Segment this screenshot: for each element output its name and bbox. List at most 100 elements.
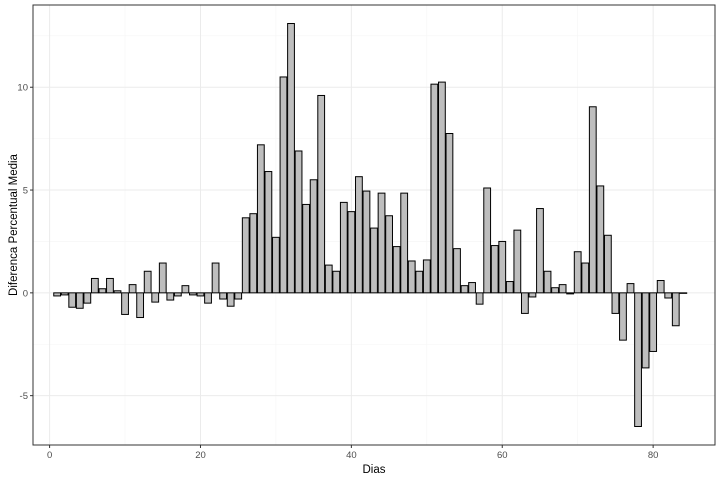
bar	[279, 76, 288, 294]
bar	[151, 292, 160, 303]
bar	[664, 292, 673, 299]
bar	[641, 292, 650, 369]
bar	[173, 292, 182, 297]
bar	[143, 270, 152, 294]
bar	[211, 262, 220, 294]
bar	[551, 287, 559, 294]
bar	[355, 176, 363, 294]
bar	[679, 292, 688, 294]
bar	[430, 83, 439, 294]
bar	[634, 292, 642, 427]
bar	[128, 284, 137, 294]
bar	[136, 292, 145, 319]
bar	[75, 292, 84, 309]
bar	[453, 248, 461, 294]
bar	[400, 192, 409, 294]
bar	[68, 292, 77, 308]
bar	[407, 260, 416, 294]
bar	[626, 283, 635, 294]
bar	[581, 262, 590, 294]
bar	[241, 217, 250, 294]
bar	[385, 215, 393, 294]
bar	[272, 236, 280, 294]
bar	[536, 208, 544, 294]
bar	[219, 292, 228, 300]
bar	[498, 240, 507, 294]
bar	[505, 281, 514, 294]
bar	[256, 144, 265, 294]
bar	[362, 190, 371, 294]
bar	[370, 227, 378, 294]
y-axis-title: Diferenca Percentual Media	[8, 153, 20, 296]
bar	[53, 292, 62, 297]
bar	[90, 277, 99, 294]
bar	[619, 292, 627, 341]
x-tick-label: 80	[648, 450, 659, 461]
bar	[603, 234, 612, 294]
bar	[543, 270, 552, 294]
bar	[611, 292, 620, 314]
x-tick-label: 0	[47, 450, 52, 461]
bar	[483, 187, 492, 294]
y-tick-label: 0	[23, 288, 28, 299]
bar	[573, 251, 582, 294]
bar	[475, 292, 484, 305]
y-tick-label: 10	[17, 83, 28, 94]
bar	[460, 285, 469, 294]
x-tick-label: 40	[346, 450, 357, 461]
y-tick-label: -5	[20, 391, 28, 402]
bar	[339, 201, 348, 294]
x-axis: 0 20 40 60 80	[47, 445, 658, 461]
panel-border	[32, 4, 716, 446]
x-tick-label: 20	[195, 450, 206, 461]
bar	[656, 280, 665, 294]
bar	[60, 292, 69, 296]
bar	[513, 229, 522, 294]
bar	[249, 213, 258, 294]
bar	[468, 282, 476, 294]
bar	[113, 290, 122, 294]
bar	[287, 23, 295, 294]
bar	[264, 171, 273, 294]
bar	[520, 292, 529, 314]
bar	[445, 133, 454, 294]
bar	[649, 292, 658, 352]
bar	[309, 179, 318, 294]
x-axis-title: Dias	[362, 464, 385, 476]
y-axis: -5 0 5 10	[17, 83, 33, 402]
bar	[234, 292, 243, 300]
bar	[566, 292, 575, 295]
bar	[83, 292, 92, 304]
bar	[204, 292, 212, 304]
bar	[415, 270, 424, 294]
y-tick-label: 5	[23, 186, 28, 197]
bar	[347, 211, 356, 294]
bar	[377, 192, 386, 294]
bar	[558, 284, 567, 294]
bar	[196, 292, 205, 297]
bar	[166, 292, 175, 301]
bar	[392, 246, 401, 294]
bar	[332, 270, 341, 294]
bars	[53, 23, 688, 427]
bar	[422, 259, 431, 294]
bar	[226, 292, 235, 307]
bar	[121, 292, 129, 315]
x-tick-label: 60	[497, 450, 508, 461]
bar	[671, 292, 680, 327]
bar	[158, 262, 167, 294]
bar	[98, 288, 107, 294]
grid-lines	[33, 5, 715, 445]
bar	[324, 264, 333, 294]
bar	[181, 285, 190, 294]
bar	[596, 185, 605, 294]
bar	[588, 106, 597, 294]
bar	[528, 292, 537, 298]
bar	[490, 245, 499, 294]
bar	[302, 203, 310, 294]
bar	[438, 81, 446, 294]
bar	[294, 150, 303, 294]
bar	[317, 94, 326, 294]
bar	[106, 277, 114, 294]
